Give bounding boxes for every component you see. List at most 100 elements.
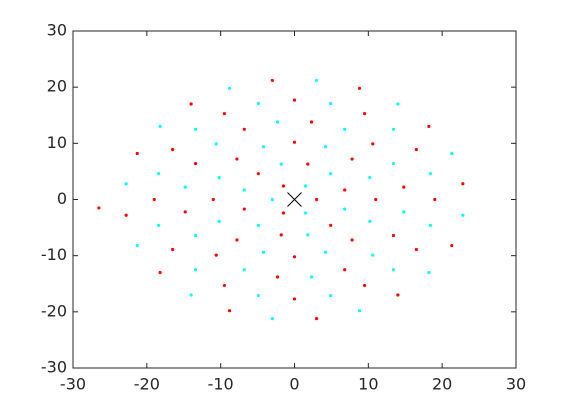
y-tick-label: 30	[47, 21, 67, 40]
point	[270, 78, 274, 83]
point	[279, 233, 283, 237]
point	[315, 197, 319, 202]
point	[261, 250, 266, 254]
point	[242, 188, 246, 192]
point	[222, 111, 226, 116]
point	[368, 219, 372, 224]
point	[256, 293, 260, 298]
point	[350, 238, 354, 242]
point	[323, 145, 328, 149]
point	[303, 184, 308, 188]
point	[214, 253, 218, 257]
point	[433, 197, 437, 202]
point	[157, 223, 161, 227]
point	[193, 268, 198, 272]
point	[97, 206, 101, 210]
point	[343, 268, 347, 272]
y-tick-label: 10	[47, 133, 67, 152]
x-tick-label: 20	[432, 375, 452, 394]
y-tick-label: -20	[41, 301, 67, 320]
point	[363, 283, 367, 288]
point	[396, 293, 400, 297]
point	[242, 268, 246, 272]
point	[427, 124, 431, 129]
point	[306, 162, 310, 166]
point	[343, 207, 347, 211]
point	[371, 142, 375, 146]
point	[329, 172, 333, 176]
point	[275, 275, 280, 279]
point	[450, 151, 454, 156]
point	[391, 268, 396, 272]
point	[450, 243, 454, 248]
point	[270, 197, 274, 202]
point	[343, 188, 347, 192]
point	[183, 185, 187, 189]
point	[461, 182, 465, 186]
point	[428, 223, 432, 227]
point	[303, 211, 308, 215]
y-tick-label: 20	[47, 77, 67, 96]
point	[193, 127, 198, 131]
y-tick-label: -10	[41, 245, 67, 264]
point	[189, 293, 193, 297]
point	[329, 293, 333, 298]
point	[152, 197, 156, 202]
x-tick-label: 10	[358, 375, 378, 394]
point	[461, 213, 465, 217]
point	[428, 172, 432, 176]
point	[292, 297, 297, 301]
point	[292, 140, 297, 144]
point	[157, 172, 161, 176]
point	[292, 98, 297, 102]
point	[227, 309, 232, 313]
point	[391, 127, 396, 131]
point	[275, 120, 280, 124]
point	[189, 102, 193, 106]
point	[281, 184, 286, 188]
point	[323, 250, 328, 254]
point	[402, 210, 406, 214]
point	[309, 120, 314, 124]
point	[402, 185, 406, 189]
point	[281, 211, 286, 215]
point	[124, 182, 128, 186]
point	[124, 213, 128, 217]
x-tick-label: -30	[60, 375, 86, 394]
point	[287, 192, 302, 207]
point	[217, 175, 221, 180]
point	[279, 162, 283, 166]
x-tick-label: -20	[134, 375, 160, 394]
point	[242, 127, 246, 131]
point	[343, 127, 347, 131]
x-tick-label: 30	[506, 375, 526, 394]
point	[329, 223, 333, 227]
point	[414, 147, 418, 152]
point	[270, 316, 274, 321]
point	[217, 219, 221, 224]
point	[371, 253, 375, 257]
point	[158, 270, 162, 275]
point	[256, 101, 260, 106]
point	[427, 270, 431, 275]
point	[256, 223, 260, 227]
point	[391, 233, 396, 238]
point	[315, 316, 319, 321]
point	[242, 207, 246, 211]
point	[227, 86, 232, 90]
point	[222, 283, 226, 288]
point	[292, 255, 297, 259]
point	[256, 172, 260, 176]
point	[363, 111, 367, 116]
point	[315, 78, 319, 83]
point	[193, 233, 198, 238]
point	[211, 197, 215, 202]
point	[135, 243, 139, 248]
point	[357, 309, 362, 313]
point	[329, 101, 333, 106]
point	[261, 145, 266, 149]
point	[183, 210, 187, 214]
point	[350, 157, 354, 161]
point	[171, 247, 175, 252]
